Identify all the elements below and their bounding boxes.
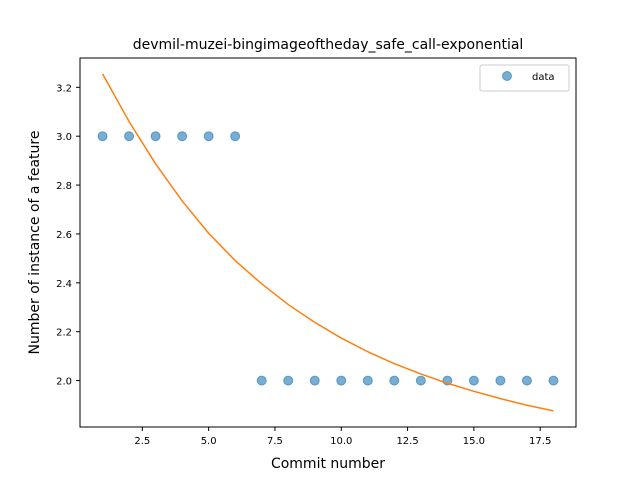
data-point — [468, 375, 479, 386]
data-point — [97, 131, 108, 142]
chart-title: devmil-muzei-bingimageoftheday_safe_call… — [133, 37, 524, 53]
data-point — [230, 131, 241, 142]
y-axis: 2.0 2.2 2.4 2.6 2.8 3.0 3.2 — [56, 83, 80, 388]
y-tick-label: 3.0 — [56, 132, 72, 143]
data-point — [177, 131, 188, 142]
data-point — [124, 131, 135, 142]
data-point — [521, 375, 532, 386]
legend-label: data — [532, 72, 555, 83]
data-point — [203, 131, 214, 142]
x-tick-label: 17.5 — [529, 436, 551, 447]
x-tick-label: 5.0 — [201, 436, 217, 447]
y-tick-label: 2.4 — [56, 279, 72, 290]
data-point — [150, 131, 161, 142]
data-point — [362, 375, 373, 386]
y-tick-label: 3.2 — [56, 83, 72, 94]
y-tick-label: 2.8 — [56, 181, 72, 192]
data-point — [389, 375, 400, 386]
y-tick-label: 2.0 — [56, 377, 72, 388]
data-point — [256, 375, 267, 386]
fit-line — [101, 73, 554, 412]
x-axis: 2.5 5.0 7.5 10.0 12.5 15.0 17.5 — [134, 427, 551, 447]
x-tick-label: 10.0 — [330, 436, 352, 447]
legend-box — [479, 64, 570, 92]
x-tick-label: 12.5 — [396, 436, 418, 447]
y-axis-label: Number of instance of a feature — [27, 131, 43, 355]
axes-frame — [79, 57, 577, 428]
legend-marker — [502, 71, 512, 81]
x-tick-label: 2.5 — [134, 436, 150, 447]
x-tick-label: 7.5 — [267, 436, 283, 447]
data-point — [336, 375, 347, 386]
data-point — [283, 375, 294, 386]
x-tick-label: 15.0 — [463, 436, 485, 447]
data-point — [415, 375, 426, 386]
legend: data — [479, 64, 570, 92]
data-point — [309, 375, 320, 386]
plot-area — [97, 73, 559, 412]
y-tick-label: 2.6 — [56, 230, 72, 241]
y-tick-label: 2.2 — [56, 328, 72, 339]
x-axis-label: Commit number — [271, 456, 385, 472]
data-point — [495, 375, 506, 386]
data-point — [548, 375, 559, 386]
